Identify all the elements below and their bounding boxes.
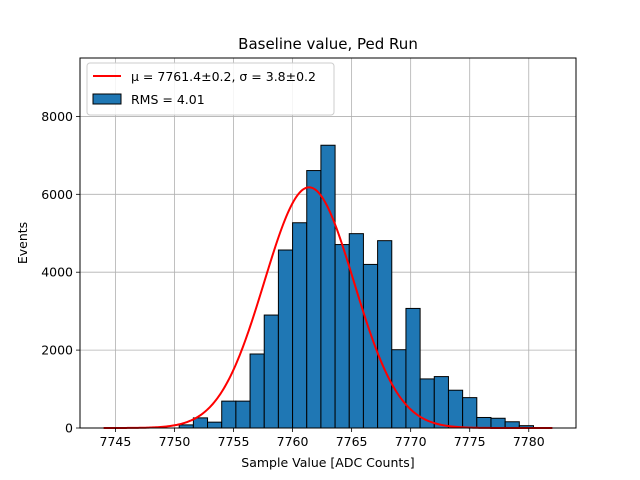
y-tick-label: 0 — [65, 421, 73, 436]
histogram-bar — [447, 389, 464, 429]
histogram-bar — [462, 397, 478, 429]
histogram-bar — [334, 244, 350, 429]
histogram-bar — [490, 417, 506, 429]
legend-histogram-swatch — [92, 93, 122, 105]
histogram-bar — [377, 240, 393, 429]
x-tick-label: 7770 — [395, 434, 427, 449]
legend-box — [86, 62, 335, 116]
x-tick-label: 7780 — [513, 434, 545, 449]
histogram-bar — [320, 144, 336, 429]
histogram-bar — [348, 233, 364, 429]
histogram-bar — [405, 307, 421, 429]
x-tick-label: 7745 — [100, 434, 132, 449]
histogram-bar — [263, 314, 279, 429]
plot-frame — [79, 57, 577, 429]
x-tick-label: 7775 — [454, 434, 486, 449]
x-tick-label: 7755 — [218, 434, 250, 449]
histogram-bar — [433, 376, 449, 429]
chart-title: Baseline value, Ped Run — [238, 35, 418, 53]
y-tick-label: 6000 — [41, 187, 73, 202]
x-tick-label: 7760 — [277, 434, 309, 449]
x-axis-ticks: 7745 7750 7755 7760 7765 7770 7775 7780 — [100, 428, 545, 449]
legend-histogram-label: RMS = 4.01 — [131, 92, 205, 107]
legend-fit-label: μ = 7761.4±0.2, σ = 3.8±0.2 — [131, 69, 316, 84]
y-axis-label: Events — [15, 222, 30, 264]
y-axis-ticks: 0 2000 4000 6000 8000 — [41, 109, 80, 436]
y-tick-label: 8000 — [41, 109, 73, 124]
legend: μ = 7761.4±0.2, σ = 3.8±0.2 RMS = 4.01 — [86, 62, 335, 116]
histogram-bar — [249, 353, 265, 429]
y-tick-label: 4000 — [41, 265, 73, 280]
histogram-bar — [235, 400, 251, 429]
histogram-bar — [277, 249, 294, 429]
histogram-bar — [306, 170, 322, 429]
y-tick-label: 2000 — [41, 343, 73, 358]
histogram-bar — [221, 400, 237, 429]
x-tick-label: 7765 — [336, 434, 368, 449]
x-axis-label: Sample Value [ADC Counts] — [241, 455, 414, 470]
histogram-bar — [292, 222, 308, 429]
histogram-bar — [192, 417, 209, 429]
histogram-bar — [476, 416, 492, 429]
histogram-bar — [207, 421, 223, 429]
x-tick-label: 7750 — [159, 434, 191, 449]
